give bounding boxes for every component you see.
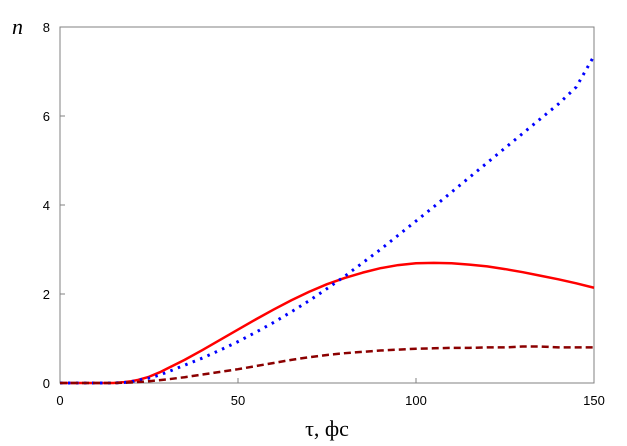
x-tick-label: 150 — [583, 393, 605, 408]
series-layer — [60, 55, 596, 385]
tick-labels: 0 50 100 150 0 2 4 6 8 — [43, 20, 605, 408]
y-tick-label: 2 — [43, 287, 50, 302]
y-tick-label: 8 — [43, 20, 50, 35]
y-axis-title: n — [12, 14, 23, 39]
plot-frame — [59, 26, 595, 384]
y-tick-label: 0 — [43, 376, 50, 391]
y-tick-label: 4 — [43, 198, 50, 213]
x-axis-title: τ, фс — [305, 416, 349, 441]
y-tick-label: 6 — [43, 109, 50, 124]
series-line-3-dashed — [60, 345, 594, 385]
x-tick-label: 100 — [405, 393, 427, 408]
x-tick-label: 50 — [231, 393, 245, 408]
x-tick-label: 0 — [56, 393, 63, 408]
series-line-2-dotted — [60, 55, 596, 385]
